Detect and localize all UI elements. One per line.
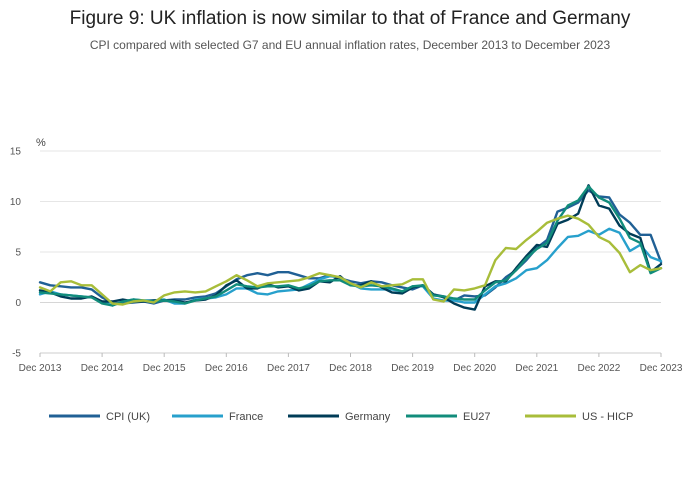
x-tick-label: Dec 2017 (267, 363, 310, 374)
x-tick-label: Dec 2021 (515, 363, 558, 374)
x-tick-label: Dec 2018 (329, 363, 372, 374)
y-axis-unit-label: % (36, 137, 46, 149)
y-tick-label: -5 (12, 349, 21, 360)
y-tick-label: 10 (10, 197, 22, 208)
x-tick-label: Dec 2013 (19, 363, 62, 374)
x-tick-label: Dec 2014 (81, 363, 124, 374)
chart-title: Figure 9: UK inflation is now similar to… (69, 8, 631, 29)
gridlines (40, 150, 661, 354)
x-tick-label: Dec 2015 (143, 363, 186, 374)
x-tick-label: Dec 2020 (453, 363, 496, 374)
legend-label-eu27: EU27 (463, 411, 491, 423)
x-tick-label: Dec 2016 (205, 363, 248, 374)
series-line-us-hicp (38, 214, 663, 306)
legend-label-us-hicp: US - HICP (582, 411, 633, 423)
x-axis: Dec 2013 Dec 2014 Dec 2015 Dec 2016 Dec 2017… (19, 352, 683, 374)
series-lines (38, 184, 663, 311)
chart-subtitle: CPI compared with selected G7 and EU ann… (89, 38, 611, 52)
legend-label-germany: Germany (345, 411, 391, 423)
y-tick-label: 0 (15, 298, 21, 309)
legend-label-cpi-uk: CPI (UK) (106, 411, 150, 423)
legend: CPI (UK) France Germany EU27 US - HICP (49, 411, 633, 423)
y-tick-label: 15 (10, 147, 22, 158)
x-tick-label: Dec 2023 (640, 363, 683, 374)
x-tick-label: Dec 2022 (577, 363, 620, 374)
x-tick-label: Dec 2019 (391, 363, 434, 374)
series-line-eu27 (38, 185, 663, 307)
y-axis: -5 0 5 10 15 (10, 147, 22, 360)
y-tick-label: 5 (15, 248, 21, 259)
legend-label-france: France (229, 411, 263, 423)
series-line-france (38, 227, 663, 307)
series-line-germany (38, 184, 663, 311)
